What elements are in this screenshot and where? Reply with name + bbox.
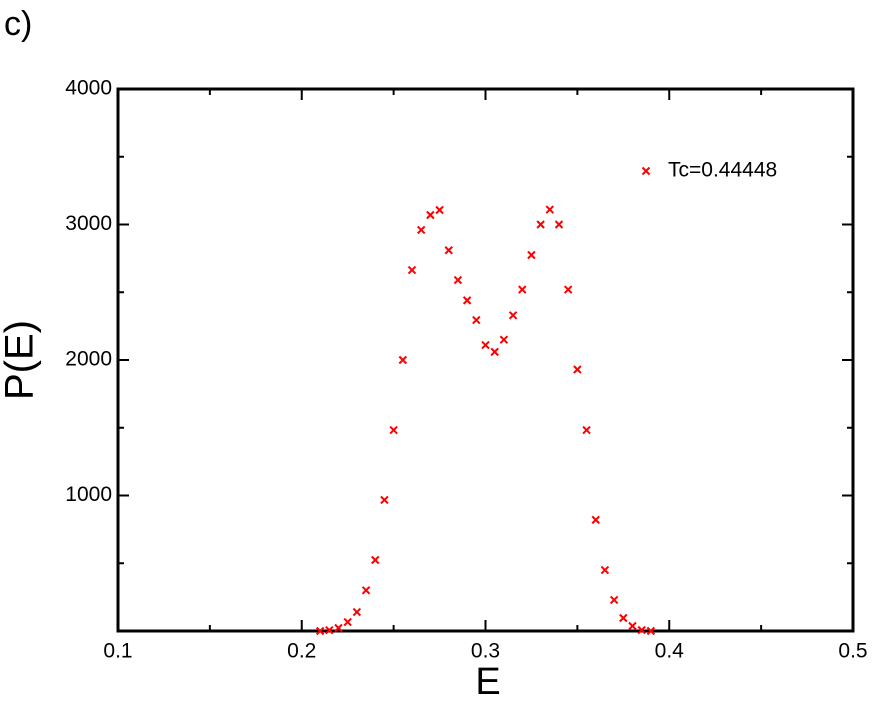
point <box>600 565 610 575</box>
point <box>637 625 646 635</box>
x-tick-label: 0.3 <box>471 640 500 663</box>
x-axis-label: E <box>475 661 500 701</box>
point <box>536 220 545 229</box>
x-tick-label: 0.4 <box>655 640 685 663</box>
point <box>628 621 637 631</box>
panel-label: c) <box>4 5 32 43</box>
point <box>398 355 408 365</box>
x-tick-label: 0.5 <box>838 640 867 663</box>
point <box>453 275 463 285</box>
point <box>563 285 573 294</box>
x-tick-label: 0.2 <box>287 640 316 663</box>
point <box>573 365 582 374</box>
y-tick-label: 3000 <box>65 212 112 235</box>
y-tick-label: 4000 <box>65 77 112 100</box>
point <box>508 311 518 320</box>
x-tick-label: 0.1 <box>103 640 132 663</box>
plot-frame <box>116 87 855 633</box>
point <box>389 425 398 435</box>
point <box>343 617 352 627</box>
point <box>334 623 343 633</box>
legend-label: Tc=0.44448 <box>668 159 777 182</box>
point <box>499 335 509 344</box>
point <box>416 225 426 235</box>
y-tick-label: 1000 <box>65 483 112 506</box>
point <box>426 210 435 220</box>
legend-marker <box>641 166 651 176</box>
point <box>518 285 527 294</box>
point <box>435 205 444 215</box>
point <box>527 250 536 260</box>
point <box>325 625 334 635</box>
point <box>462 296 472 305</box>
point <box>444 246 453 255</box>
point <box>407 265 417 275</box>
y-tick-label: 2000 <box>65 348 112 371</box>
point <box>315 626 325 636</box>
point <box>591 515 600 525</box>
point <box>352 607 362 617</box>
point <box>490 347 499 357</box>
point <box>481 340 490 350</box>
point <box>619 613 628 623</box>
point <box>646 626 656 636</box>
point <box>609 595 619 605</box>
point <box>582 425 591 435</box>
point <box>554 220 564 229</box>
point <box>472 315 481 325</box>
point <box>545 205 555 214</box>
y-axis-label: P(E) <box>0 320 42 400</box>
point <box>371 555 380 565</box>
point <box>380 495 389 505</box>
point <box>361 586 371 595</box>
